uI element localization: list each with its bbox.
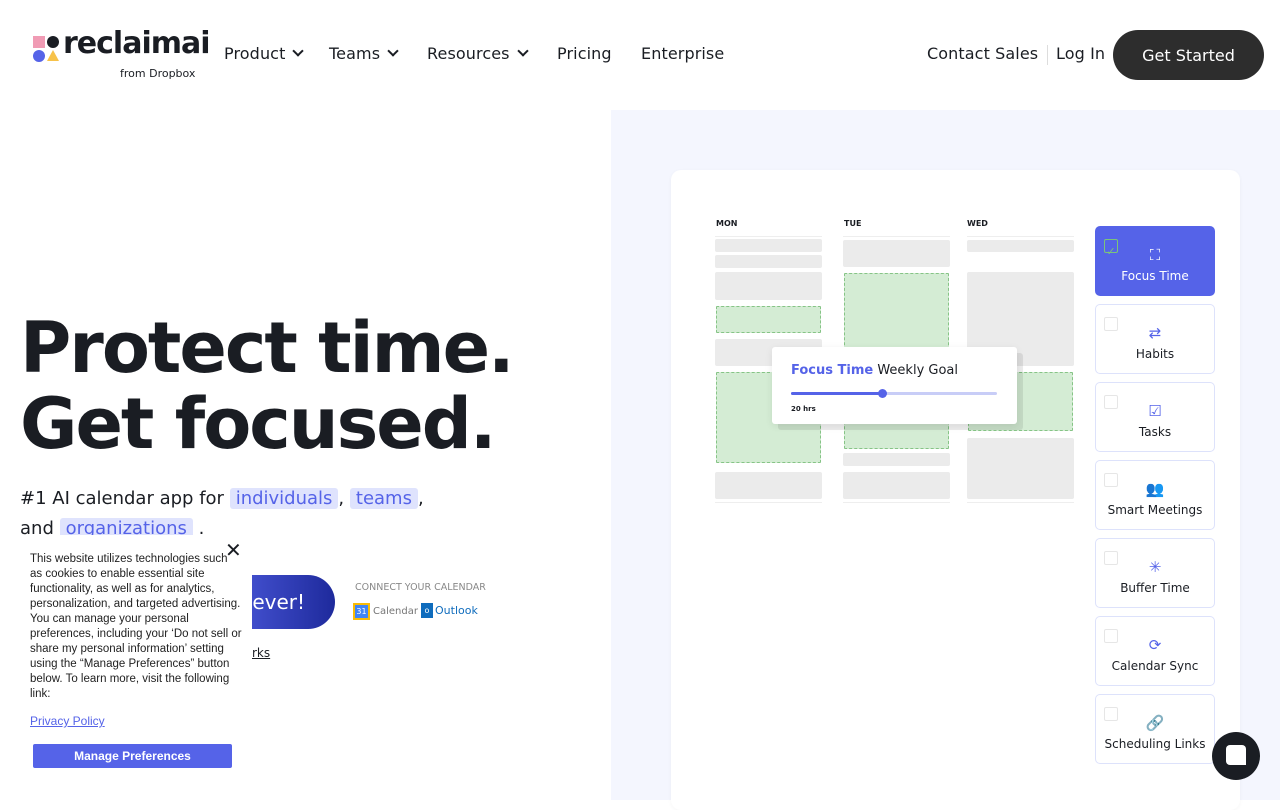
hero-title: Protect time. Get focused. <box>20 310 515 465</box>
feature-label: Focus Time <box>1121 269 1189 283</box>
tag-organizations[interactable]: organizations <box>59 518 193 535</box>
logo-dot-icon <box>47 36 59 48</box>
clipboard-check-icon: ☑ <box>1148 402 1162 420</box>
feature-label: Calendar Sync <box>1111 659 1199 673</box>
manage-preferences-button[interactable]: Manage Preferences <box>33 744 232 768</box>
feature-label: Tasks <box>1138 425 1172 439</box>
goal-value: 20 hrs <box>791 405 816 413</box>
how-it-works-link[interactable]: rks <box>252 646 271 660</box>
chevron-down-icon <box>387 45 399 57</box>
logo-circle-icon <box>33 50 45 62</box>
feature-label: Habits <box>1135 347 1175 361</box>
day-tue: TUE <box>844 219 862 228</box>
connect-calendar-label: CONNECT YOUR CALENDAR <box>355 582 486 593</box>
spinner-icon: ✳ <box>1148 558 1162 576</box>
checkbox[interactable] <box>1104 317 1118 331</box>
link-icon: 🔗 <box>1145 714 1165 732</box>
slider-fill <box>791 392 882 395</box>
cookie-banner: This website utilizes technologies such … <box>0 538 252 780</box>
logo-triangle-icon <box>47 50 59 61</box>
checkbox[interactable] <box>1104 707 1118 721</box>
feature-card[interactable]: ⟳ Calendar Sync <box>1095 616 1215 686</box>
cookie-text: This website utilizes technologies such … <box>30 553 242 700</box>
hero: Protect time. Get focused. #1 AI calendar… <box>20 310 600 535</box>
feature-label: Scheduling Links <box>1104 737 1206 751</box>
feature-card[interactable]: ✓ ⛶ Focus Time <box>1095 226 1215 296</box>
checkbox[interactable] <box>1104 551 1118 565</box>
checkbox[interactable]: ✓ <box>1104 239 1118 258</box>
focus-block <box>716 306 821 333</box>
nav-enterprise[interactable]: Enterprise <box>641 44 725 63</box>
chevron-down-icon <box>516 45 529 57</box>
feature-card[interactable]: 👥 Smart Meetings <box>1095 460 1215 530</box>
feature-card[interactable]: ☑ Tasks <box>1095 382 1215 452</box>
nav-product[interactable]: Product <box>224 44 305 63</box>
feature-card[interactable]: ✳ Buffer Time <box>1095 538 1215 608</box>
google-calendar-icon: 31 <box>353 603 370 620</box>
outlook-badge[interactable]: o Outlook <box>421 603 478 618</box>
popup-title-accent: Focus Time <box>791 363 874 378</box>
day-mon: MON <box>716 219 738 228</box>
log-in-link[interactable]: Log In <box>1056 44 1106 63</box>
get-started-button[interactable]: Get Started <box>1113 30 1264 80</box>
nav-divider <box>1047 45 1048 65</box>
sync-icon: ⟳ <box>1148 636 1162 654</box>
nav-resources[interactable]: Resources <box>427 44 529 63</box>
people-icon: 👥 <box>1145 480 1165 498</box>
logo-square-icon <box>33 36 45 48</box>
feature-label: Buffer Time <box>1120 581 1190 595</box>
chevron-down-icon <box>292 45 305 57</box>
feature-label: Smart Meetings <box>1107 503 1203 517</box>
goal-slider[interactable] <box>791 389 997 398</box>
contact-sales-link[interactable]: Contact Sales <box>927 44 1039 63</box>
day-wed: WED <box>967 219 988 228</box>
checkbox[interactable] <box>1104 473 1118 487</box>
chat-icon <box>1226 745 1246 765</box>
checkbox[interactable] <box>1104 395 1118 409</box>
close-icon[interactable]: ✕ <box>225 538 242 562</box>
privacy-policy-link[interactable]: Privacy Policy <box>30 714 105 728</box>
tag-teams[interactable]: teams <box>349 488 418 509</box>
logo-text: reclaimai <box>63 26 211 61</box>
slider-knob[interactable] <box>877 389 887 398</box>
tag-individuals[interactable]: individuals <box>229 488 339 509</box>
google-calendar-badge[interactable]: 31 Calendar <box>353 603 418 620</box>
nav-teams[interactable]: Teams <box>329 44 399 63</box>
chat-launcher-button[interactable] <box>1212 732 1260 780</box>
checkbox[interactable] <box>1104 629 1118 643</box>
logo[interactable]: reclaimai from Dropbox <box>33 26 211 84</box>
popup-title: Weekly Goal <box>877 363 959 378</box>
weekly-goal-popup: Focus Time Weekly Goal 20 hrs <box>772 347 1017 424</box>
outlook-icon: o <box>421 603 433 618</box>
nav-pricing[interactable]: Pricing <box>557 44 612 63</box>
repeat-icon: ⇄ <box>1148 324 1162 342</box>
feature-card[interactable]: ⇄ Habits <box>1095 304 1215 374</box>
feature-card[interactable]: 🔗 Scheduling Links <box>1095 694 1215 764</box>
focus-icon: ⛶ <box>1149 246 1161 264</box>
hero-subtitle: #1 AI calendar app for individuals, team… <box>20 484 600 535</box>
logo-sub: from Dropbox <box>120 67 196 80</box>
